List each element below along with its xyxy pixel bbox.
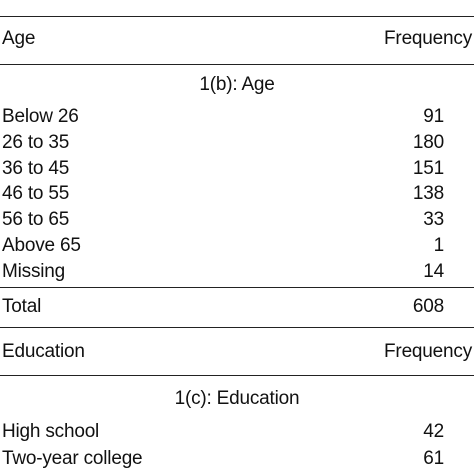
table-row: 36 to 45 151 bbox=[2, 158, 444, 179]
total-label: Total bbox=[2, 296, 42, 317]
education-frequency-header: Frequency bbox=[384, 341, 472, 362]
education-section-title: 1(c): Education bbox=[174, 388, 300, 409]
total-row: Total 608 bbox=[0, 295, 474, 319]
education-header-label: Education bbox=[2, 341, 85, 362]
age-total-rule bbox=[0, 287, 474, 288]
age-header-label: Age bbox=[2, 28, 36, 49]
table-row: Below 26 91 bbox=[2, 106, 444, 127]
table-row: High school 42 bbox=[2, 421, 444, 442]
table-row: 26 to 35 180 bbox=[2, 132, 444, 153]
education-table-header: Education Frequency bbox=[0, 340, 474, 364]
age-header-rule bbox=[0, 64, 474, 65]
age-section-title: 1(b): Age bbox=[199, 74, 275, 95]
age-bottom-rule bbox=[0, 327, 474, 328]
table-row: 56 to 65 33 bbox=[2, 209, 444, 230]
total-value: 608 bbox=[412, 296, 444, 317]
top-rule bbox=[0, 16, 474, 17]
education-header-rule bbox=[0, 375, 474, 376]
table-row: Missing 14 bbox=[2, 261, 444, 282]
table-row: 46 to 55 138 bbox=[2, 183, 444, 204]
table-row: Two-year college 61 bbox=[2, 448, 444, 469]
table-row: Above 65 1 bbox=[2, 235, 444, 256]
age-frequency-header: Frequency bbox=[384, 28, 472, 49]
age-table-header: Age Frequency bbox=[0, 27, 474, 51]
